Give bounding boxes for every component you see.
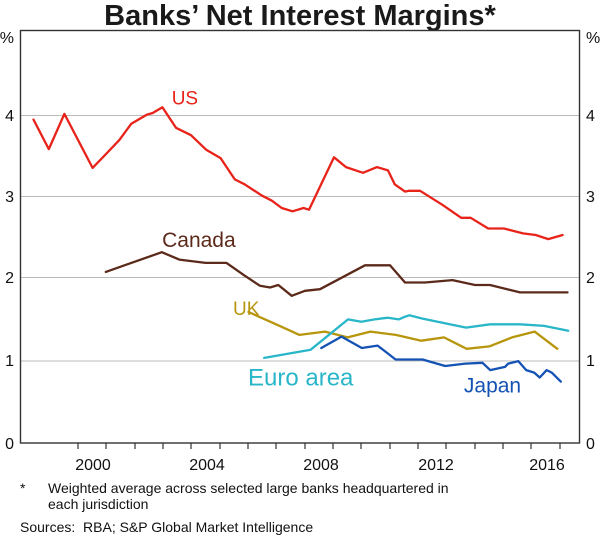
svg-text:Weighted average across select: Weighted average across selected large b… bbox=[48, 480, 449, 496]
svg-text:0: 0 bbox=[5, 436, 14, 453]
svg-text:Canada: Canada bbox=[162, 229, 236, 252]
svg-text:Japan: Japan bbox=[464, 375, 521, 398]
svg-text:4: 4 bbox=[586, 108, 595, 125]
svg-text:3: 3 bbox=[5, 189, 14, 206]
svg-text:Banks’ Net Interest Margins*: Banks’ Net Interest Margins* bbox=[104, 0, 496, 32]
svg-text:%: % bbox=[586, 30, 600, 47]
svg-text:2008: 2008 bbox=[303, 457, 339, 474]
svg-text:1: 1 bbox=[586, 353, 595, 370]
svg-text:2004: 2004 bbox=[189, 457, 225, 474]
svg-text:2016: 2016 bbox=[529, 457, 565, 474]
svg-text:Sources: RBA; S&P Global Mark: Sources: RBA; S&P Global Market Intellig… bbox=[20, 519, 313, 535]
svg-text:1: 1 bbox=[5, 353, 14, 370]
svg-text:2: 2 bbox=[5, 270, 14, 287]
svg-text:2012: 2012 bbox=[418, 457, 454, 474]
svg-text:each jurisdiction: each jurisdiction bbox=[48, 496, 148, 512]
svg-text:2000: 2000 bbox=[75, 457, 111, 474]
svg-text:0: 0 bbox=[586, 436, 595, 453]
svg-text:*: * bbox=[20, 480, 26, 496]
svg-text:Euro area: Euro area bbox=[248, 365, 354, 392]
svg-text:UK: UK bbox=[233, 299, 260, 320]
svg-text:US: US bbox=[172, 89, 198, 110]
svg-text:4: 4 bbox=[5, 108, 14, 125]
svg-text:3: 3 bbox=[586, 189, 595, 206]
svg-text:%: % bbox=[0, 30, 14, 47]
svg-text:2: 2 bbox=[586, 270, 595, 287]
